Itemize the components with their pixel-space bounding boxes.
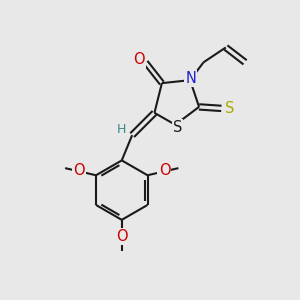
Text: O: O [133, 52, 145, 68]
Text: H: H [117, 123, 127, 136]
Text: O: O [116, 229, 128, 244]
Text: N: N [185, 71, 196, 86]
Text: O: O [159, 163, 170, 178]
Text: S: S [225, 101, 234, 116]
Text: S: S [173, 120, 182, 135]
Text: O: O [73, 163, 85, 178]
